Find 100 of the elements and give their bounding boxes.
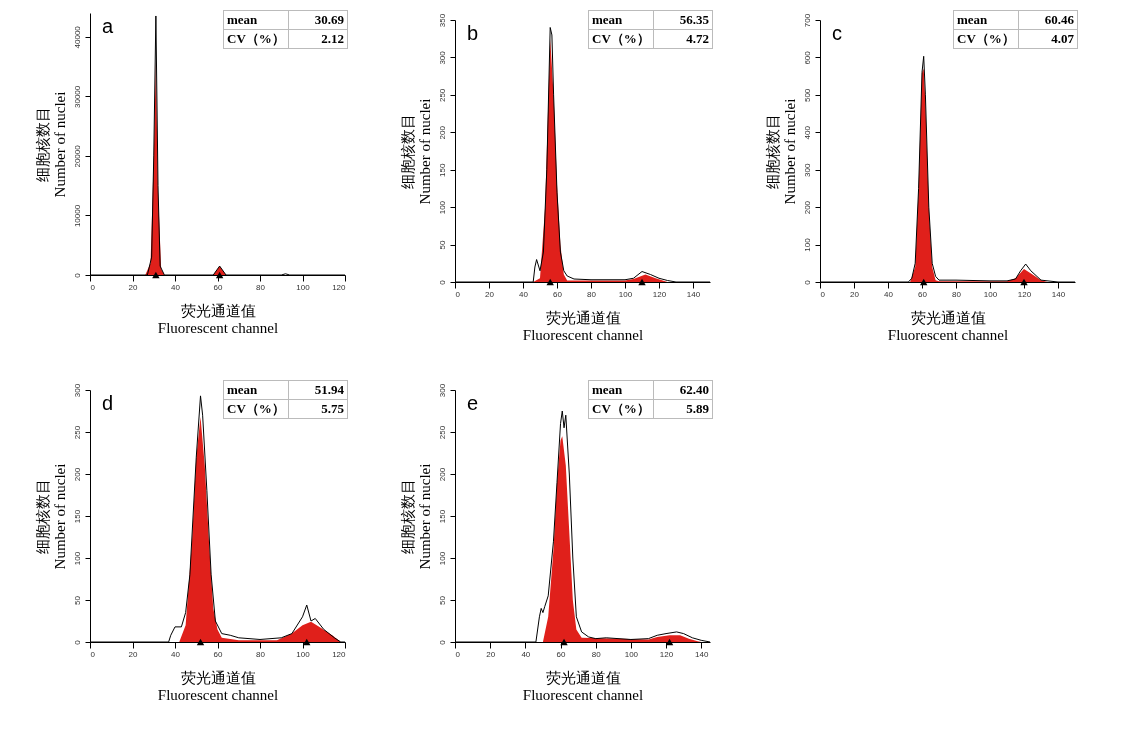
y-tick-label: 150 <box>437 509 447 524</box>
x-tick-label: 140 <box>1051 289 1066 299</box>
annotation: 2.12 <box>288 29 348 49</box>
x-tick-label: 120 <box>659 649 674 659</box>
x-tick-label: 100 <box>296 282 311 292</box>
x-tick-label: 20 <box>128 282 138 292</box>
y-tick-label: 200 <box>437 467 447 482</box>
x-tick-label: 80 <box>256 282 266 292</box>
y-tick-label: 200 <box>437 125 447 140</box>
x-axis-title: 荧光通道值 Fluorescent channel <box>157 669 279 703</box>
y-tick-label: 300 <box>437 50 447 65</box>
chart-title: a <box>102 15 114 37</box>
annotation: CV（%） <box>223 29 289 49</box>
x-tick-label: 20 <box>485 289 495 299</box>
y-tick-label: 150 <box>72 509 82 524</box>
y-tick-label: 40000 <box>72 25 82 49</box>
annotation: 51.94 <box>288 380 348 400</box>
annotation: 62.40 <box>653 380 713 400</box>
annotation: mean <box>588 10 654 30</box>
annotation: mean <box>588 380 654 400</box>
x-axis-title: 荧光通道值 Fluorescent channel <box>522 669 644 703</box>
x-tick-label: 80 <box>952 289 962 299</box>
x-tick-label: 0 <box>820 289 826 299</box>
y-tick-label: 0 <box>437 639 447 645</box>
y-tick-label: 250 <box>437 88 447 103</box>
annotation: mean <box>953 10 1019 30</box>
x-tick-label: 120 <box>332 282 347 292</box>
annotation: 30.69 <box>288 10 348 30</box>
annotation: CV（%） <box>588 399 654 419</box>
y-axis-title: 细胞核数目 Number of nuclei <box>399 98 433 205</box>
x-tick-label: 60 <box>213 282 223 292</box>
x-axis-title: 荧光通道值 Fluorescent channel <box>522 309 644 343</box>
x-tick-label: 120 <box>652 289 667 299</box>
y-tick-label: 50 <box>437 595 447 605</box>
y-tick-label: 150 <box>437 163 447 177</box>
annotation: mean <box>223 380 289 400</box>
y-axis-title: 细胞核数目 Number of nuclei <box>399 463 433 570</box>
y-axis-title: 细胞核数目 Number of nuclei <box>34 463 68 570</box>
y-tick-label: 100 <box>437 551 447 566</box>
chart-title: b <box>467 22 479 44</box>
x-tick-label: 120 <box>1017 289 1032 299</box>
x-tick-label: 40 <box>521 649 531 659</box>
y-tick-label: 250 <box>437 425 447 440</box>
x-tick-label: 40 <box>884 289 894 299</box>
y-tick-label: 0 <box>72 272 82 278</box>
x-tick-label: 140 <box>695 649 709 659</box>
annotation: 5.75 <box>288 399 348 419</box>
y-tick-label: 250 <box>72 425 82 440</box>
x-tick-label: 0 <box>455 289 461 299</box>
x-tick-label: 80 <box>256 649 266 659</box>
y-tick-label: 100 <box>437 200 447 215</box>
x-axis-title: 荧光通道值 Fluorescent channel <box>157 302 279 336</box>
y-tick-label: 30000 <box>72 85 82 108</box>
chart-title: e <box>467 392 479 414</box>
y-tick-label: 500 <box>802 88 812 103</box>
x-tick-label: 120 <box>332 649 347 659</box>
x-tick-label: 60 <box>213 649 223 659</box>
annotation: mean <box>223 10 289 30</box>
x-tick-label: 100 <box>624 649 639 659</box>
y-tick-label: 0 <box>72 639 82 645</box>
annotation: CV（%） <box>223 399 289 419</box>
x-tick-label: 0 <box>455 649 461 659</box>
y-tick-label: 50 <box>437 240 447 250</box>
y-tick-label: 700 <box>802 13 812 28</box>
annotation: CV（%） <box>953 29 1019 49</box>
x-tick-label: 40 <box>171 282 181 292</box>
y-tick-label: 400 <box>802 125 812 140</box>
y-tick-label: 600 <box>802 50 812 65</box>
x-tick-label: 20 <box>128 649 138 659</box>
annotation: 56.35 <box>653 10 713 30</box>
y-tick-label: 20000 <box>72 144 82 168</box>
x-tick-label: 80 <box>591 649 602 659</box>
x-tick-label: 0 <box>90 649 96 659</box>
y-tick-label: 300 <box>437 383 447 398</box>
y-tick-label: 350 <box>437 13 447 28</box>
y-tick-label: 100 <box>72 551 82 566</box>
y-tick-label: 200 <box>802 200 812 215</box>
annotation: 4.07 <box>1018 29 1078 49</box>
x-tick-label: 0 <box>90 282 96 292</box>
y-tick-label: 300 <box>802 163 812 177</box>
x-tick-label: 60 <box>553 289 563 299</box>
y-tick-label: 50 <box>72 595 82 605</box>
x-tick-label: 100 <box>296 649 311 659</box>
x-tick-label: 40 <box>519 289 529 299</box>
annotation: 60.46 <box>1018 10 1078 30</box>
y-tick-label: 300 <box>72 383 82 398</box>
x-tick-label: 140 <box>686 289 701 299</box>
y-axis-title: 细胞核数目 Number of nuclei <box>764 98 798 205</box>
y-tick-label: 100 <box>802 237 812 252</box>
annotation: CV（%） <box>588 29 654 49</box>
x-tick-label: 60 <box>556 649 567 659</box>
annotation: 5.89 <box>653 399 713 419</box>
y-axis-title: 细胞核数目 Number of nuclei <box>34 91 68 198</box>
annotation: 4.72 <box>653 29 713 49</box>
y-tick-label: 200 <box>72 467 82 482</box>
y-tick-label: 10000 <box>72 204 82 228</box>
x-axis-title: 荧光通道值 Fluorescent channel <box>887 309 1009 343</box>
chart-title: c <box>832 22 842 44</box>
x-tick-label: 100 <box>618 289 633 299</box>
x-tick-label: 100 <box>983 289 998 299</box>
